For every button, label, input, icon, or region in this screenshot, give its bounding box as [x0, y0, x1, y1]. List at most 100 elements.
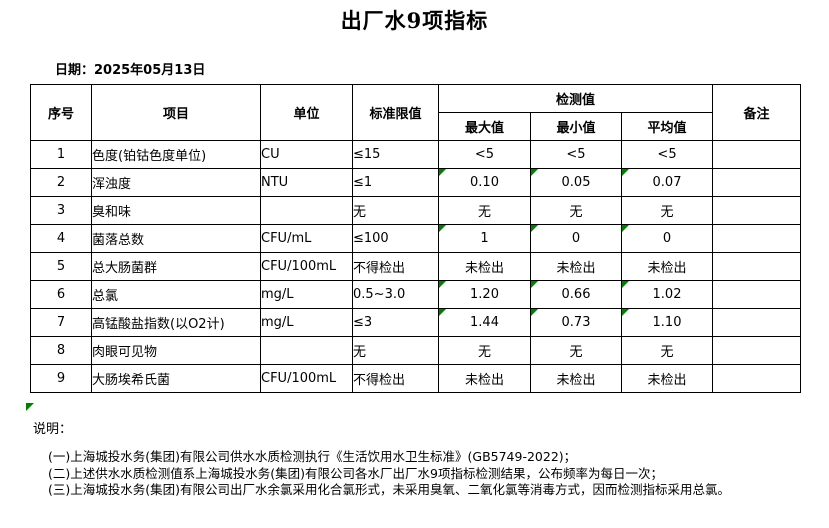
cell-max: 无 [438, 196, 531, 225]
cell-remark [712, 140, 802, 169]
cell-item: 高锰酸盐指数(以O2计) [91, 308, 261, 337]
cell-min: <5 [530, 140, 622, 169]
table-row: 1 色度(铂钴色度单位) CU ≤15 <5 <5 <5 [30, 140, 802, 169]
cell-max: <5 [438, 140, 531, 169]
cell-limit: 不得检出 [352, 364, 439, 393]
cell-limit: 不得检出 [352, 252, 439, 281]
col-header-no: 序号 [30, 84, 92, 141]
cell-remark [712, 364, 802, 393]
report-date: 日期：2025年05月13日 [55, 63, 206, 78]
cell-unit: CFU/mL [260, 224, 353, 253]
header-row-2: 最大值 最小值 平均值 [31, 112, 801, 141]
cell-no: 2 [30, 168, 92, 197]
page-title: 出厂水9项指标 [340, 8, 489, 33]
cell-item: 色度(铂钴色度单位) [91, 140, 261, 169]
cell-avg: 未检出 [620, 252, 714, 281]
cell-flag-triangle [26, 403, 34, 411]
table-row: 6 总氯 mg/L 0.5~3.0 1.20 0.66 1.02 [30, 280, 802, 309]
cell-no: 4 [30, 224, 92, 253]
col-header-limit: 标准限值 [352, 84, 439, 141]
cell-item: 大肠埃希氏菌 [91, 364, 261, 393]
cell-min: 0.73 [530, 308, 622, 337]
cell-min: 0.05 [530, 168, 622, 197]
cell-min: 无 [530, 336, 622, 365]
cell-limit: ≤15 [352, 140, 439, 169]
cell-unit [260, 336, 353, 365]
cell-min: 无 [530, 196, 622, 225]
cell-no: 1 [30, 140, 92, 169]
cell-remark [712, 308, 802, 337]
cell-remark [712, 224, 802, 253]
cell-item: 总氯 [91, 280, 261, 309]
cell-unit: NTU [260, 168, 353, 197]
cell-remark [712, 168, 802, 197]
cell-avg: 未检出 [620, 364, 714, 393]
cell-avg: 无 [620, 196, 714, 225]
header-row-1: 序号 项目 单位 标准限值 检测值 备注 [30, 84, 802, 141]
note-line: (三)上海城投水务(集团)有限公司出厂水余氯采用化合氯形式，未采用臭氧、二氧化氯… [48, 482, 731, 497]
table-row: 2 浑浊度 NTU ≤1 0.10 0.05 0.07 [30, 168, 802, 197]
cell-min: 未检出 [530, 252, 622, 281]
col-header-unit: 单位 [260, 84, 353, 141]
table-row: 7 高锰酸盐指数(以O2计) mg/L ≤3 1.44 0.73 1.10 [30, 308, 802, 337]
cell-remark [712, 336, 802, 365]
cell-avg: <5 [620, 140, 714, 169]
note-line: (一)上海城投水务(集团)有限公司供水水质检测执行《生活饮用水卫生标准》(GB5… [48, 449, 577, 464]
col-header-detection-group: 检测值 [437, 84, 714, 113]
cell-limit: ≤1 [352, 168, 439, 197]
cell-avg: 1.02 [620, 280, 714, 309]
cell-no: 6 [30, 280, 92, 309]
cell-no: 7 [30, 308, 92, 337]
cell-max: 1.44 [438, 308, 531, 337]
cell-avg: 0 [620, 224, 714, 253]
cell-avg: 1.10 [620, 308, 714, 337]
cell-item: 总大肠菌群 [91, 252, 261, 281]
cell-min: 未检出 [530, 364, 622, 393]
cell-unit: CU [260, 140, 353, 169]
cell-avg: 0.07 [620, 168, 714, 197]
water-quality-table: 序号 项目 单位 标准限值 检测值 备注 最大值 最小值 平均值 1 色度(铂钴… [30, 84, 802, 393]
cell-limit: ≤3 [352, 308, 439, 337]
cell-remark [712, 280, 802, 309]
cell-remark [712, 252, 802, 281]
cell-max: 0.10 [438, 168, 531, 197]
cell-max: 无 [438, 336, 531, 365]
col-header-avg: 平均值 [620, 112, 714, 141]
cell-limit: 0.5~3.0 [352, 280, 439, 309]
table-row: 3 臭和味 无 无 无 无 [30, 196, 802, 225]
notes-block: (一)上海城投水务(集团)有限公司供水水质检测执行《生活饮用水卫生标准》(GB5… [48, 449, 818, 499]
cell-max: 1.20 [438, 280, 531, 309]
col-header-min: 最小值 [530, 112, 622, 141]
cell-min: 0 [530, 224, 622, 253]
cell-no: 5 [30, 252, 92, 281]
cell-no: 3 [30, 196, 92, 225]
table-row: 4 菌落总数 CFU/mL ≤100 1 0 0 [30, 224, 802, 253]
cell-item: 浑浊度 [91, 168, 261, 197]
note-line: (二)上述供水水质检测值系上海城投水务(集团)有限公司各水厂出厂水9项指标检测结… [48, 465, 663, 481]
cell-min: 0.66 [530, 280, 622, 309]
cell-max: 未检出 [438, 252, 531, 281]
table-row: 9 大肠埃希氏菌 CFU/100mL 不得检出 未检出 未检出 未检出 [30, 364, 802, 393]
col-header-remark: 备注 [712, 84, 802, 141]
cell-unit: mg/L [260, 280, 353, 309]
notes-label: 说明： [33, 422, 73, 437]
cell-item: 菌落总数 [91, 224, 261, 253]
cell-max: 1 [438, 224, 531, 253]
col-header-item: 项目 [91, 84, 261, 141]
cell-unit: mg/L [260, 308, 353, 337]
cell-limit: 无 [352, 196, 439, 225]
cell-unit: CFU/100mL [260, 252, 353, 281]
col-header-max: 最大值 [438, 112, 531, 141]
table-row: 5 总大肠菌群 CFU/100mL 不得检出 未检出 未检出 未检出 [30, 252, 802, 281]
table-row: 8 肉眼可见物 无 无 无 无 [30, 336, 802, 365]
cell-item: 臭和味 [91, 196, 261, 225]
cell-avg: 无 [620, 336, 714, 365]
cell-unit [260, 196, 353, 225]
cell-limit: 无 [352, 336, 439, 365]
cell-no: 9 [30, 364, 92, 393]
cell-limit: ≤100 [352, 224, 439, 253]
cell-unit: CFU/100mL [260, 364, 353, 393]
cell-item: 肉眼可见物 [91, 336, 261, 365]
cell-remark [712, 196, 802, 225]
